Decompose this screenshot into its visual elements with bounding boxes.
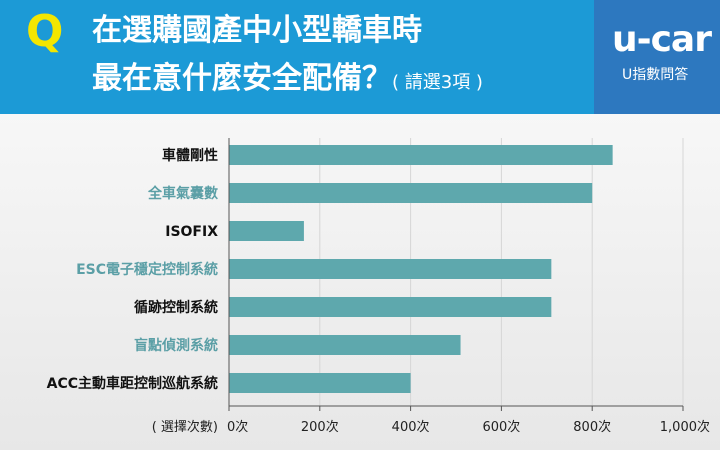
ucar-logo: u-car [612, 19, 712, 60]
x-axis-label: ( 選擇次數) [152, 419, 218, 435]
category-label: 車體剛性 [162, 147, 218, 164]
x-tick-label: 0次 [227, 419, 248, 435]
title-line-2: 最在意什麼安全配備？( 請選3項 ) [92, 64, 483, 94]
x-tick-label: 800次 [573, 419, 611, 435]
bar [229, 259, 552, 279]
title-line-2-text: 最在意什麼安全配備？ [92, 61, 392, 96]
category-label: ISOFIX [165, 224, 218, 240]
bar [229, 183, 593, 203]
chart-background [0, 114, 720, 450]
logo-panel [594, 0, 720, 114]
category-label: 循跡控制系統 [134, 299, 218, 316]
bar [229, 297, 552, 317]
title-line-1: 在選購國產中小型轎車時 [92, 13, 422, 48]
x-tick-label: 600次 [482, 419, 520, 435]
category-label: 盲點偵測系統 [134, 337, 218, 354]
x-tick-label: 400次 [392, 419, 430, 435]
x-tick-label: 200次 [301, 419, 339, 435]
title-note: ( 請選3項 ) [392, 72, 483, 93]
bar [229, 145, 613, 165]
category-label: 全車氣囊數 [147, 185, 218, 202]
category-label: ACC主動車距控制巡航系統 [47, 375, 218, 392]
bar [229, 335, 461, 355]
category-label: ESC電子穩定控制系統 [76, 261, 218, 278]
bar [229, 373, 411, 393]
question-mark-q: Q [26, 6, 64, 57]
bar [229, 221, 304, 241]
logo-subtitle: U指數問答 [622, 67, 689, 83]
x-tick-label: 1,000次 [660, 419, 710, 435]
